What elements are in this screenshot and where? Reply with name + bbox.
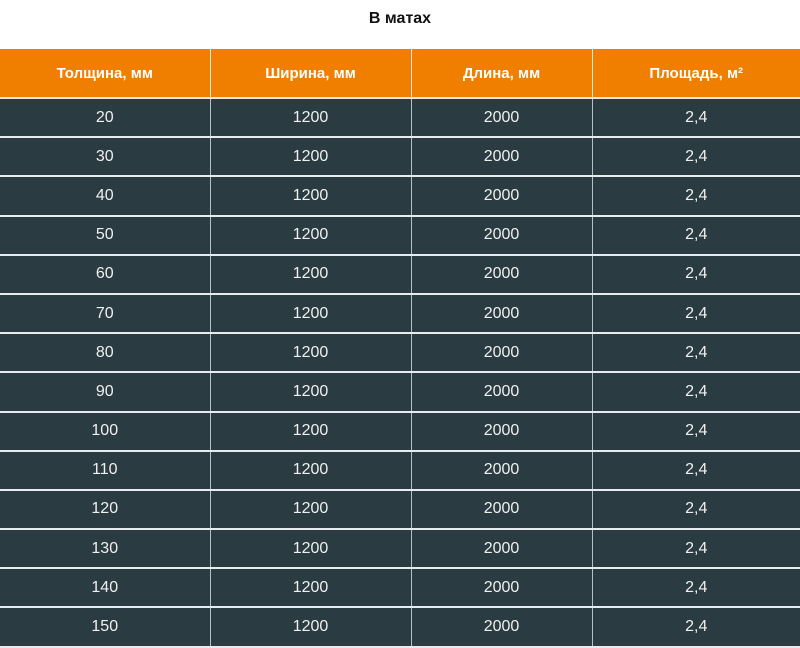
header-length: Длина, мм bbox=[411, 49, 593, 99]
table-row: 60 1200 2000 2,4 bbox=[0, 254, 800, 295]
cell-thickness: 100 bbox=[0, 411, 211, 452]
header-thickness: Толщина, мм bbox=[0, 49, 211, 99]
table-row: 110 1200 2000 2,4 bbox=[0, 450, 800, 491]
cell-width: 1200 bbox=[210, 176, 412, 217]
table-row: 120 1200 2000 2,4 bbox=[0, 489, 800, 531]
cell-area: 2,4 bbox=[592, 176, 800, 217]
cell-length: 2000 bbox=[411, 529, 593, 570]
table-row: 40 1200 2000 2,4 bbox=[0, 176, 800, 217]
cell-length: 2000 bbox=[411, 98, 593, 139]
header-width: Ширина, мм bbox=[210, 49, 412, 99]
cell-thickness: 40 bbox=[0, 176, 211, 217]
cell-width: 1200 bbox=[210, 254, 412, 295]
cell-thickness: 70 bbox=[0, 293, 211, 335]
cell-length: 2000 bbox=[411, 489, 593, 531]
cell-length: 2000 bbox=[411, 215, 593, 256]
cell-length: 2000 bbox=[411, 450, 593, 491]
cell-thickness: 130 bbox=[0, 529, 211, 570]
cell-thickness: 140 bbox=[0, 568, 211, 609]
dimensions-table: Толщина, мм Ширина, мм Длина, мм Площадь… bbox=[0, 49, 800, 648]
table-row: 70 1200 2000 2,4 bbox=[0, 293, 800, 335]
cell-length: 2000 bbox=[411, 372, 593, 413]
cell-length: 2000 bbox=[411, 137, 593, 178]
cell-area: 2,4 bbox=[592, 293, 800, 335]
cell-area: 2,4 bbox=[592, 411, 800, 452]
cell-width: 1200 bbox=[210, 568, 412, 609]
cell-width: 1200 bbox=[210, 98, 412, 139]
cell-width: 1200 bbox=[210, 607, 412, 648]
cell-width: 1200 bbox=[210, 489, 412, 531]
cell-area: 2,4 bbox=[592, 333, 800, 374]
table-row: 30 1200 2000 2,4 bbox=[0, 137, 800, 178]
cell-width: 1200 bbox=[210, 293, 412, 335]
cell-length: 2000 bbox=[411, 568, 593, 609]
table-row: 80 1200 2000 2,4 bbox=[0, 333, 800, 374]
cell-thickness: 60 bbox=[0, 254, 211, 295]
table-row: 20 1200 2000 2,4 bbox=[0, 98, 800, 139]
cell-width: 1200 bbox=[210, 372, 412, 413]
table-body: 20 1200 2000 2,4 30 1200 2000 2,4 40 1200 2000 2,4 5… bbox=[0, 98, 800, 648]
cell-area: 2,4 bbox=[592, 137, 800, 178]
cell-width: 1200 bbox=[210, 333, 412, 374]
cell-width: 1200 bbox=[210, 450, 412, 491]
cell-thickness: 110 bbox=[0, 450, 211, 491]
table-row: 140 1200 2000 2,4 bbox=[0, 568, 800, 609]
cell-area: 2,4 bbox=[592, 529, 800, 570]
table-row: 90 1200 2000 2,4 bbox=[0, 372, 800, 413]
cell-thickness: 50 bbox=[0, 215, 211, 256]
cell-width: 1200 bbox=[210, 137, 412, 178]
table-title: В матах bbox=[368, 10, 432, 27]
table-row: 50 1200 2000 2,4 bbox=[0, 215, 800, 256]
cell-thickness: 30 bbox=[0, 137, 211, 178]
cell-area: 2,4 bbox=[592, 607, 800, 648]
cell-area: 2,4 bbox=[592, 489, 800, 531]
cell-length: 2000 bbox=[411, 176, 593, 217]
table-row: 100 1200 2000 2,4 bbox=[0, 411, 800, 452]
table-row: 150 1200 2000 2,4 bbox=[0, 607, 800, 648]
cell-thickness: 20 bbox=[0, 98, 211, 139]
cell-thickness: 150 bbox=[0, 607, 211, 648]
cell-thickness: 80 bbox=[0, 333, 211, 374]
cell-width: 1200 bbox=[210, 529, 412, 570]
table-row: 130 1200 2000 2,4 bbox=[0, 529, 800, 570]
cell-length: 2000 bbox=[411, 254, 593, 295]
cell-length: 2000 bbox=[411, 333, 593, 374]
cell-width: 1200 bbox=[210, 215, 412, 256]
cell-length: 2000 bbox=[411, 411, 593, 452]
cell-area: 2,4 bbox=[592, 254, 800, 295]
cell-area: 2,4 bbox=[592, 450, 800, 491]
cell-area: 2,4 bbox=[592, 372, 800, 413]
cell-area: 2,4 bbox=[592, 568, 800, 609]
header-area: Площадь, м² bbox=[592, 49, 800, 99]
cell-area: 2,4 bbox=[592, 215, 800, 256]
cell-length: 2000 bbox=[411, 607, 593, 648]
cell-width: 1200 bbox=[210, 411, 412, 452]
cell-area: 2,4 bbox=[592, 98, 800, 139]
cell-thickness: 120 bbox=[0, 489, 211, 531]
header-row: Толщина, мм Ширина, мм Длина, мм Площадь… bbox=[0, 49, 800, 99]
cell-thickness: 90 bbox=[0, 372, 211, 413]
cell-length: 2000 bbox=[411, 293, 593, 335]
